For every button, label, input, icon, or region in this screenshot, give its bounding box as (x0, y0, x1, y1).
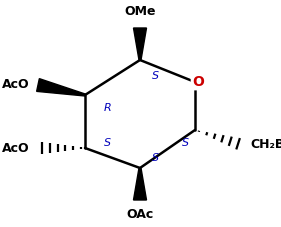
Text: S: S (151, 71, 158, 81)
Text: R: R (104, 103, 112, 113)
Text: S: S (151, 153, 158, 163)
Text: O: O (192, 75, 204, 89)
Text: S: S (105, 138, 112, 148)
Text: S: S (182, 138, 189, 148)
Text: OMe: OMe (124, 5, 156, 18)
Polygon shape (133, 28, 146, 60)
Text: CH₂Br: CH₂Br (250, 138, 281, 151)
Polygon shape (37, 79, 85, 96)
Text: AcO: AcO (2, 79, 30, 91)
Text: OAc: OAc (126, 208, 154, 221)
Polygon shape (133, 168, 146, 200)
Text: AcO: AcO (2, 141, 30, 155)
